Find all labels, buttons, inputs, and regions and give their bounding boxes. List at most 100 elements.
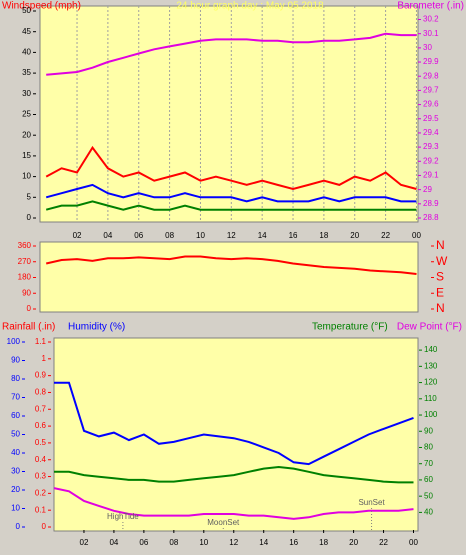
series-line [46, 32, 417, 76]
tick-label: 140 [424, 345, 438, 354]
x-tick-label: 18 [319, 231, 328, 240]
tick-label: 29.3 [423, 142, 439, 151]
x-tick-label: 18 [319, 538, 328, 547]
annotation: HighTide [107, 512, 139, 521]
tick-label: 10 [11, 504, 20, 513]
tick-label: 10 [22, 172, 31, 181]
tick-label: N [436, 238, 445, 252]
x-tick-label: 00 [412, 231, 421, 240]
series-line [54, 465, 414, 484]
x-tick-label: 02 [73, 231, 82, 240]
x-tick-label: 10 [199, 538, 208, 547]
tick-label: 40 [11, 448, 20, 457]
x-tick-label: 08 [165, 231, 174, 240]
tick-label: 80 [11, 374, 20, 383]
tick-label: 35 [22, 68, 31, 77]
x-tick-label: 14 [259, 538, 268, 547]
tick-label: 50 [424, 491, 433, 500]
annotation: SunSet [358, 498, 385, 507]
tick-label: 29.8 [423, 71, 439, 80]
tick-label: 0 [42, 522, 47, 531]
x-tick-label: 16 [289, 231, 298, 240]
x-tick-label: 20 [350, 231, 359, 240]
legend-entry: Humidity (%) [68, 322, 125, 333]
tick-label: 30 [423, 43, 432, 52]
tick-label: 29.4 [423, 128, 439, 137]
tick-label: 0 [27, 213, 32, 222]
tick-label: 50 [11, 430, 20, 439]
tick-label: E [436, 285, 444, 299]
tick-label: 0.8 [35, 388, 47, 397]
tick-label: 20 [11, 485, 20, 494]
tick-label: 0 [16, 522, 21, 531]
tick-label: 0.5 [35, 438, 47, 447]
tick-label: 100 [424, 410, 438, 419]
x-tick-label: 06 [139, 538, 148, 547]
tick-label: 29.1 [423, 171, 439, 180]
tick-label: 30.1 [423, 29, 439, 38]
tick-label: 0.6 [35, 421, 47, 430]
tick-label: 0.7 [35, 404, 47, 413]
tick-label: 60 [11, 411, 20, 420]
axis-title: Windspeed (mph) [2, 1, 81, 12]
tick-label: 29.5 [423, 114, 439, 123]
tick-label: 70 [11, 393, 20, 402]
x-tick-label: 04 [103, 231, 112, 240]
tick-label: 0 [27, 304, 32, 313]
tick-label: S [436, 270, 444, 284]
tick-label: 0.3 [35, 472, 47, 481]
tick-label: 50 [22, 6, 31, 15]
tick-label: 110 [424, 394, 437, 403]
legend-entry: Temperature (°F) [312, 322, 388, 333]
tick-label: W [436, 254, 448, 268]
x-tick-label: 22 [381, 231, 390, 240]
tick-label: 0.2 [35, 488, 47, 497]
tick-label: 1.1 [35, 337, 47, 346]
tick-label: 29 [423, 185, 432, 194]
series-line [45, 255, 417, 275]
tick-label: 5 [27, 192, 32, 201]
x-tick-label: 14 [258, 231, 267, 240]
tick-label: 90 [424, 426, 433, 435]
tick-label: 29.7 [423, 86, 439, 95]
tick-label: N [436, 301, 445, 315]
axis-title: Rainfall (.in) [2, 322, 55, 333]
series-line [45, 145, 417, 191]
tick-label: 29.6 [423, 100, 439, 109]
tick-label: 29.9 [423, 57, 439, 66]
x-tick-label: 08 [169, 538, 178, 547]
tick-label: 28.8 [423, 213, 439, 222]
tick-label: 15 [22, 151, 31, 160]
tick-label: 25 [22, 110, 31, 119]
tick-label: 100 [7, 337, 21, 346]
x-tick-label: 22 [379, 538, 388, 547]
series-line [45, 183, 417, 203]
tick-label: 70 [424, 459, 433, 468]
x-tick-label: 10 [196, 231, 205, 240]
tick-label: 120 [424, 378, 438, 387]
tick-label: 80 [424, 443, 433, 452]
tick-label: 60 [424, 475, 433, 484]
tick-label: 360 [18, 241, 32, 250]
x-tick-label: 12 [227, 231, 236, 240]
legend-entry: Dew Point (°F) [397, 322, 462, 333]
tick-label: 45 [22, 27, 31, 36]
tick-label: 30 [22, 89, 31, 98]
tick-label: 20 [22, 130, 31, 139]
tick-label: 29.2 [423, 156, 439, 165]
tick-label: 180 [18, 273, 32, 282]
x-tick-label: 16 [289, 538, 298, 547]
tick-label: 30 [11, 467, 20, 476]
x-tick-label: 06 [134, 231, 143, 240]
tick-label: 0.9 [35, 371, 47, 380]
tick-label: 90 [22, 288, 31, 297]
x-tick-label: 12 [229, 538, 238, 547]
tick-label: 0.1 [35, 505, 47, 514]
plot-area [53, 337, 419, 532]
plot-area [39, 241, 419, 313]
tick-label: 130 [424, 361, 438, 370]
series-line [45, 200, 417, 211]
tick-label: 28.9 [423, 199, 439, 208]
axis-title: Barometer (.in) [397, 1, 464, 12]
